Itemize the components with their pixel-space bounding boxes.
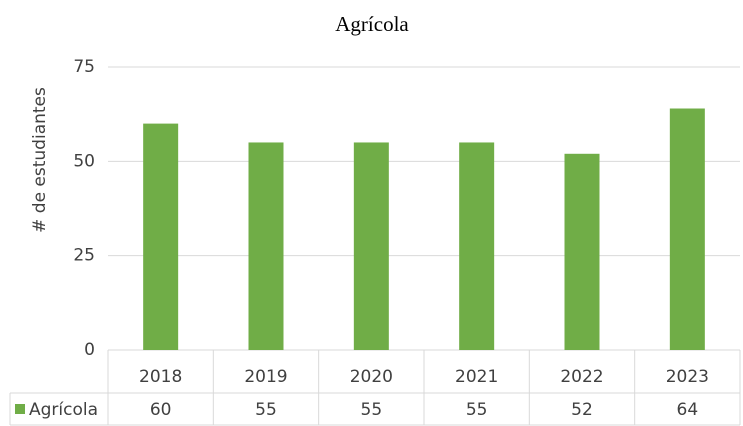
bar bbox=[143, 123, 179, 350]
y-tick-label: 0 bbox=[84, 340, 95, 360]
table-value: 55 bbox=[361, 400, 383, 420]
table-value: 55 bbox=[466, 400, 488, 420]
y-tick-label: 50 bbox=[73, 151, 95, 171]
y-tick-label: 75 bbox=[73, 57, 95, 77]
bar bbox=[564, 153, 600, 350]
y-axis-label: # de estudiantes bbox=[30, 87, 50, 233]
bar bbox=[669, 108, 705, 350]
x-tick-label: 2018 bbox=[139, 367, 182, 387]
x-tick-label: 2020 bbox=[350, 367, 393, 387]
bar bbox=[353, 142, 389, 350]
table-value: 60 bbox=[150, 400, 172, 420]
x-tick-label: 2022 bbox=[560, 367, 603, 387]
legend-label: Agrícola bbox=[29, 400, 98, 420]
legend-swatch bbox=[15, 404, 25, 414]
x-tick-label: 2021 bbox=[455, 367, 498, 387]
y-tick-label: 25 bbox=[73, 246, 95, 266]
x-tick-label: 2023 bbox=[666, 367, 709, 387]
bar bbox=[248, 142, 284, 350]
table-value: 52 bbox=[571, 400, 593, 420]
bar bbox=[459, 142, 495, 350]
table-value: 55 bbox=[255, 400, 277, 420]
chart-title: Agrícola bbox=[335, 12, 409, 36]
table-value: 64 bbox=[677, 400, 699, 420]
x-tick-label: 2019 bbox=[244, 367, 287, 387]
